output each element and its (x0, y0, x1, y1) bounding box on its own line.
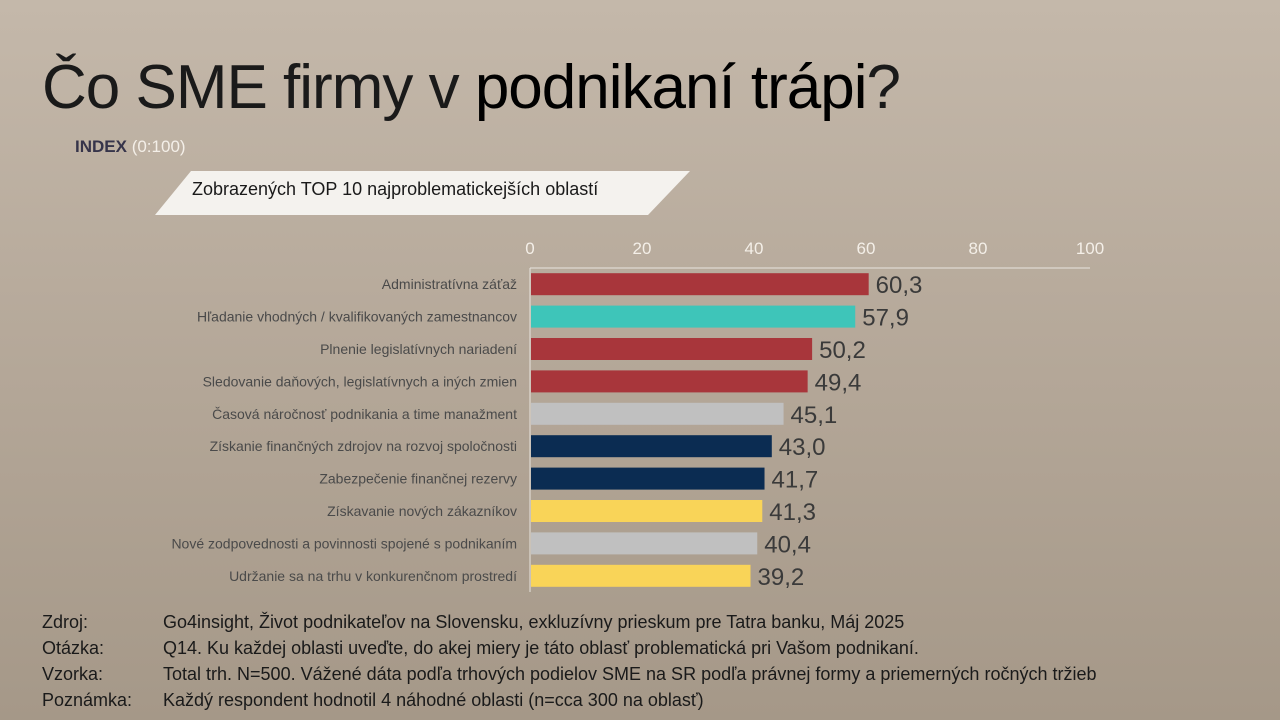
category-label: Časová náročnosť podnikania a time manaž… (212, 406, 517, 422)
category-label: Udržanie sa na trhu v konkurenčnom prost… (229, 568, 517, 584)
page-title: Čo SME firmy v podnikaní trápi? (42, 50, 901, 126)
footer-text: Každý respondent hodnotil 4 náhodné obla… (163, 690, 704, 710)
category-label: Zabezpečenie finančnej rezervy (319, 471, 517, 487)
category-label: Plnenie legislatívnych nariadení (320, 341, 517, 357)
value-label: 60,3 (876, 272, 923, 299)
category-label: Sledovanie daňových, legislatívnych a in… (203, 373, 517, 389)
footer-label: Vzorka: (42, 664, 104, 684)
value-label: 45,1 (791, 402, 838, 429)
bar (531, 402, 784, 425)
bar (531, 338, 813, 360)
value-label: 40,4 (764, 531, 811, 558)
value-label: 50,2 (819, 337, 866, 364)
footer-label: Zdroj: (42, 612, 89, 632)
subtitle-range: (0:100) (126, 137, 186, 156)
value-label: 41,3 (769, 499, 816, 526)
x-tick-label: 80 (969, 239, 988, 258)
chart-subtitle: INDEX (0:100) (75, 137, 186, 157)
footer-row-note: Poznámka: Každý respondent hodnotil 4 náh… (42, 688, 1097, 714)
footer-text: Go4insight, Život podnikateľov na Sloven… (163, 612, 905, 632)
bar (531, 467, 765, 490)
bar (531, 435, 772, 458)
bar (531, 305, 856, 328)
banner-text: Zobrazených TOP 10 najproblematickejších… (192, 179, 599, 199)
bar (531, 532, 758, 555)
value-label: 39,2 (758, 564, 805, 591)
value-label: 57,9 (862, 305, 909, 332)
footer-label: Otázka: (42, 638, 105, 658)
footer-text: Q14. Ku každej oblasti uveďte, do akej m… (163, 638, 919, 658)
bar (531, 370, 808, 393)
footer-text: Total trh. N=500. Vážené dáta podľa trho… (163, 664, 1097, 684)
footer-label: Poznámka: (42, 690, 133, 710)
category-label: Získanie finančných zdrojov na rozvoj sp… (210, 438, 517, 454)
category-label: Hľadanie vhodných / kvalifikovaných zame… (197, 309, 517, 325)
value-label: 49,4 (815, 369, 862, 396)
bar (531, 564, 751, 587)
value-label: 43,0 (779, 434, 826, 461)
x-tick-label: 0 (525, 239, 534, 258)
subtitle-index: INDEX (75, 137, 127, 156)
title-part-2: podnikaní trápi (474, 53, 868, 122)
footer-row-question: Otázka: Q14. Ku každej oblasti uveďte, do… (42, 636, 1097, 662)
footer-notes: Zdroj: Go4insight, Život podnikateľov na … (42, 610, 1097, 714)
x-tick-label: 60 (857, 239, 876, 258)
bar (531, 500, 763, 522)
banner-shape (155, 171, 690, 215)
footer-row-source: Zdroj: Go4insight, Život podnikateľov na … (42, 610, 1097, 636)
footer-row-sample: Vzorka: Total trh. N=500. Vážené dáta pod… (42, 662, 1097, 688)
x-tick-label: 40 (745, 239, 764, 258)
value-label: 41,7 (772, 467, 819, 494)
bar (531, 273, 869, 296)
title-part-1: Čo SME firmy v (42, 53, 475, 122)
category-label: Získavanie nových zákazníkov (327, 503, 517, 519)
x-tick-label: 20 (633, 239, 652, 258)
x-tick-label: 100 (1076, 239, 1104, 258)
category-label: Nové zodpovednosti a povinnosti spojené … (171, 535, 517, 551)
category-label: Administratívna záťaž (382, 276, 517, 292)
title-part-3: ? (866, 53, 901, 122)
